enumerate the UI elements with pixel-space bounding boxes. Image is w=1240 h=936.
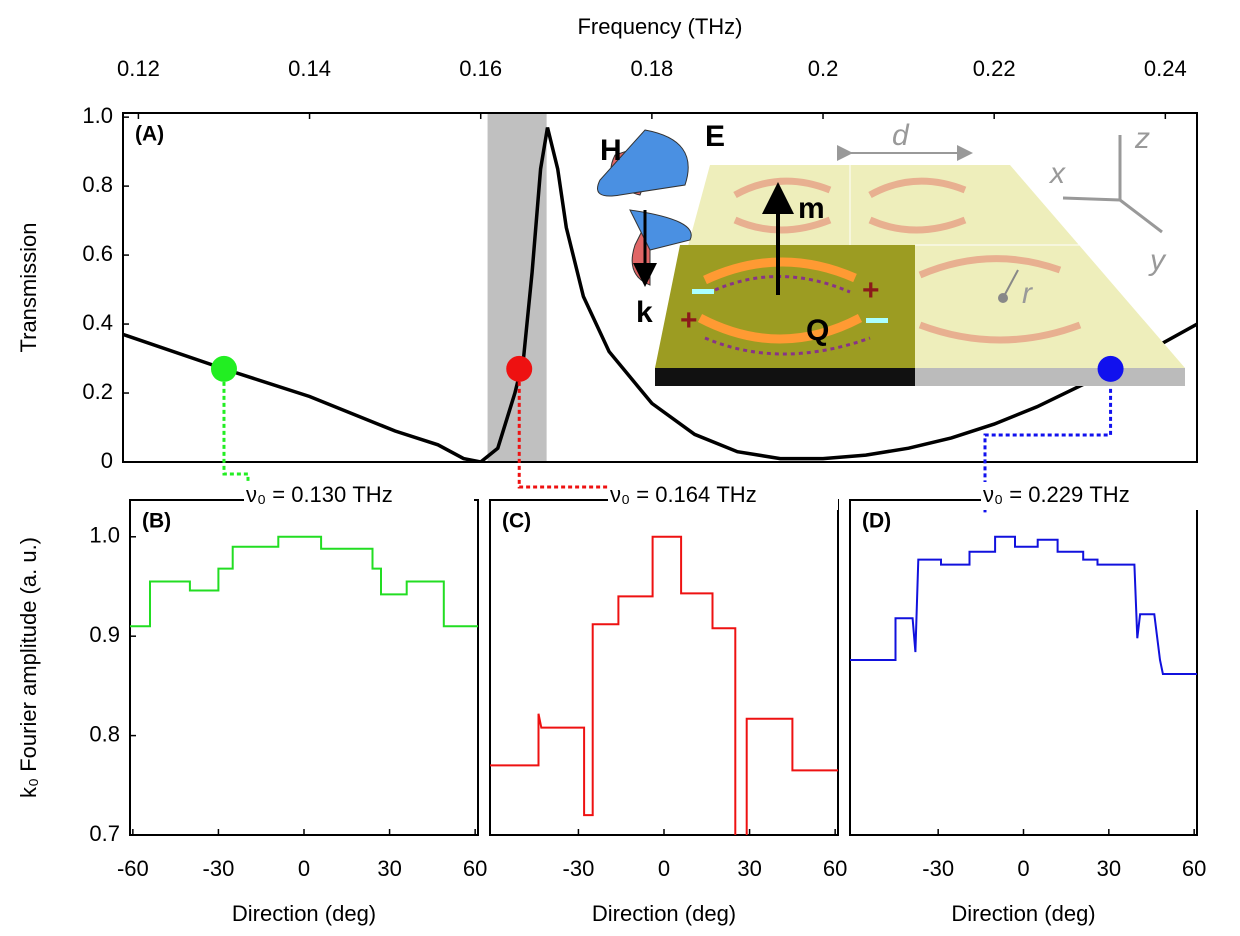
panel-label: (B) bbox=[142, 510, 171, 533]
data-line bbox=[123, 127, 1197, 462]
label-plus: + bbox=[680, 304, 698, 337]
x-tick-label: -30 bbox=[563, 856, 595, 881]
x-tick-label: 60 bbox=[823, 856, 847, 881]
x-tick-label: 0 bbox=[1017, 856, 1029, 881]
x-tick-label: 0 bbox=[298, 856, 310, 881]
label-plus: + bbox=[862, 274, 880, 307]
charge-minus bbox=[692, 289, 714, 294]
plot-frame bbox=[849, 499, 1198, 836]
x-tick-label: 0.24 bbox=[1144, 56, 1187, 81]
subtitle-bg bbox=[981, 482, 1211, 510]
connector bbox=[983, 381, 1113, 515]
x-tick-label: 0 bbox=[658, 856, 670, 881]
charge-minus bbox=[866, 318, 888, 323]
plot-frame bbox=[489, 499, 839, 836]
y-tick-label: 0.9 bbox=[89, 622, 120, 647]
x-tick-label: 60 bbox=[463, 856, 487, 881]
label-d: d bbox=[892, 119, 910, 152]
x-tick-label: 30 bbox=[377, 856, 401, 881]
x-tick-label: 0.16 bbox=[459, 56, 502, 81]
x-tick-label: 0.14 bbox=[288, 56, 331, 81]
x-tick-label: -30 bbox=[203, 856, 235, 881]
x-tick-label: 0.12 bbox=[117, 56, 160, 81]
overlays bbox=[210, 355, 1124, 382]
plot-frame bbox=[129, 499, 479, 836]
label-x: x bbox=[1048, 157, 1066, 190]
panel-label: (C) bbox=[502, 510, 531, 533]
x-tick-label: 0.2 bbox=[808, 56, 839, 81]
y-tick-label: 0.6 bbox=[82, 241, 113, 266]
plot-frame bbox=[122, 112, 1198, 463]
plots: 0.12 0.14 0.16 0.18 0.2 0.22 0.24 0 0.2 0.4 0.6 0.8… bbox=[16, 14, 1211, 926]
x-tick-label: -30 bbox=[922, 856, 954, 881]
panel-label: (D) bbox=[862, 510, 891, 533]
data-line bbox=[490, 535, 838, 835]
x-tick-label: -60 bbox=[117, 856, 149, 881]
x-axis-title: Direction (deg) bbox=[951, 901, 1095, 926]
subtitle-bg bbox=[244, 482, 474, 510]
data-line bbox=[130, 535, 478, 628]
x-axis-title: Direction (deg) bbox=[232, 901, 376, 926]
label-z: z bbox=[1134, 122, 1150, 155]
r-point bbox=[998, 293, 1008, 303]
y-axis-title: Transmission bbox=[16, 223, 41, 353]
frequency-marker bbox=[506, 355, 533, 382]
x-axis-title: Frequency (THz) bbox=[577, 14, 742, 39]
y-axis-title: k₀ Fourier amplitude (a. u.) bbox=[16, 537, 41, 798]
e-wave bbox=[597, 129, 692, 251]
y-tick-label: 0.7 bbox=[89, 821, 120, 846]
label-k: k bbox=[636, 296, 653, 329]
x-tick-label: 0.22 bbox=[973, 56, 1016, 81]
y-tick-label: 0.8 bbox=[89, 721, 120, 746]
label-y: y bbox=[1148, 244, 1167, 277]
x-tick-label: 60 bbox=[1182, 856, 1206, 881]
subtitle-bg bbox=[608, 482, 838, 510]
frequency-marker bbox=[210, 355, 237, 382]
x-tick-label: 0.18 bbox=[630, 56, 673, 81]
data-line bbox=[850, 535, 1197, 675]
shaded-band bbox=[487, 113, 547, 462]
plate-side bbox=[655, 368, 915, 386]
inset-diagram: H E k m Q d x z y r + + − − bbox=[597, 119, 1185, 386]
frequency-marker bbox=[1097, 355, 1124, 382]
panel-label: (A) bbox=[135, 123, 164, 146]
y-tick-label: 1.0 bbox=[89, 523, 120, 548]
panel-subtitle: ν₀ = 0.229 THz bbox=[983, 482, 1130, 507]
plate-side bbox=[915, 368, 1185, 386]
connector bbox=[222, 381, 250, 485]
y-tick-label: 0.4 bbox=[82, 310, 113, 335]
y-tick-label: 0.8 bbox=[82, 172, 113, 197]
x-tick-label: 30 bbox=[1097, 856, 1121, 881]
label-q: Q bbox=[806, 314, 829, 347]
x-axis-title: Direction (deg) bbox=[592, 901, 736, 926]
axes-triad bbox=[1062, 135, 1163, 234]
label-m: m bbox=[798, 192, 825, 225]
panel-subtitle: ν₀ = 0.164 THz bbox=[610, 482, 757, 507]
ring-faded bbox=[733, 177, 1082, 344]
label-e: E bbox=[705, 120, 725, 153]
y-tick-label: 0.2 bbox=[82, 379, 113, 404]
y-tick-label: 0 bbox=[101, 448, 113, 473]
panel-subtitle: ν₀ = 0.130 THz bbox=[246, 482, 393, 507]
r-line bbox=[1002, 269, 1019, 299]
x-tick-label: 30 bbox=[737, 856, 761, 881]
current bbox=[704, 275, 871, 356]
label-h: H bbox=[600, 134, 622, 167]
y-tick-label: 1.0 bbox=[82, 103, 113, 128]
label-r: r bbox=[1022, 277, 1033, 310]
